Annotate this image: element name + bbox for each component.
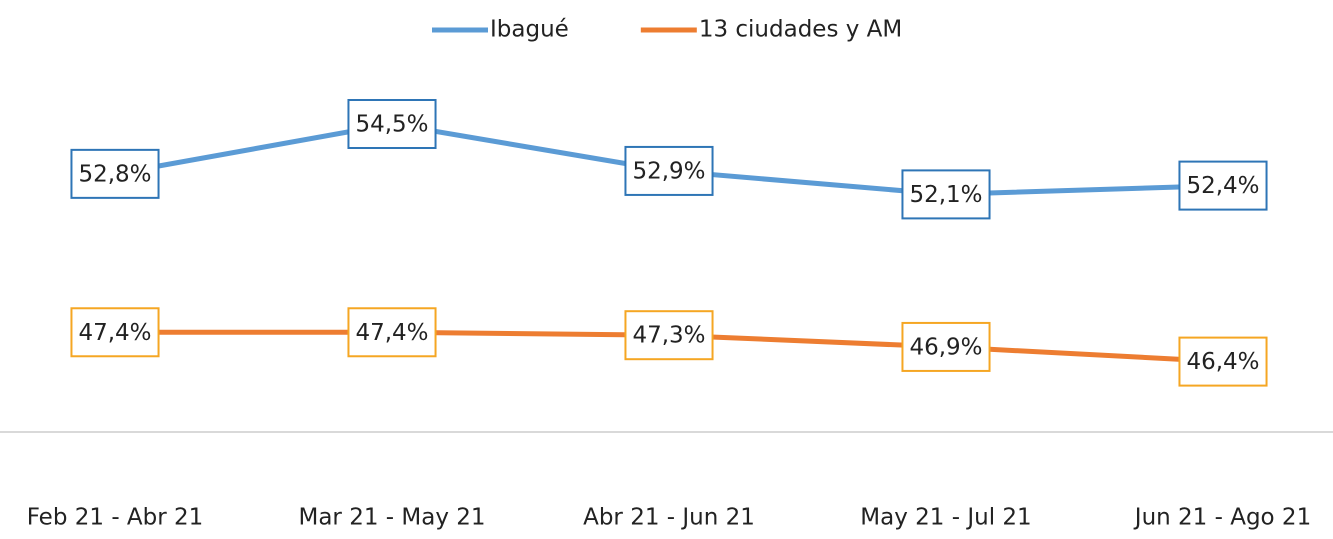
data-label-text: 47,3% xyxy=(632,323,705,349)
data-label-text: 46,4% xyxy=(1186,349,1259,375)
data-label-box xyxy=(624,145,714,196)
data-label: 46,9% xyxy=(901,321,991,372)
data-label-box xyxy=(901,321,991,372)
data-label-box xyxy=(347,307,437,358)
data-label-text: 46,9% xyxy=(909,334,982,360)
data-label: 47,3% xyxy=(624,310,714,361)
data-label-box xyxy=(1178,160,1268,211)
x-tick-label: Abr 21 - Jun 21 xyxy=(583,505,755,531)
data-label-box xyxy=(624,310,714,361)
legend-label: Ibagué xyxy=(490,17,569,43)
data-label: 52,1% xyxy=(901,169,991,220)
data-label: 52,9% xyxy=(624,145,714,196)
x-tick-label: Feb 21 - Abr 21 xyxy=(27,505,204,531)
data-label-text: 47,4% xyxy=(78,320,151,346)
legend-label: 13 ciudades y AM xyxy=(699,17,902,43)
data-label-box xyxy=(347,99,437,149)
data-label-text: 52,9% xyxy=(632,158,705,184)
data-label: 54,5% xyxy=(347,99,437,149)
data-label-text: 47,4% xyxy=(355,320,428,346)
data-label-box xyxy=(1178,336,1268,387)
data-label-text: 54,5% xyxy=(355,112,428,138)
data-label-text: 52,4% xyxy=(1186,173,1259,199)
x-tick-label: May 21 - Jul 21 xyxy=(860,505,1031,531)
data-label-box xyxy=(70,148,160,199)
data-label-text: 52,8% xyxy=(78,161,151,187)
data-label: 46,4% xyxy=(1178,336,1268,387)
data-label-box xyxy=(70,307,160,358)
data-label-text: 52,1% xyxy=(909,182,982,208)
data-label: 52,4% xyxy=(1178,160,1268,211)
data-label: 47,4% xyxy=(70,307,160,358)
data-label: 52,8% xyxy=(70,148,160,199)
data-label-box xyxy=(901,169,991,220)
x-tick-label: Jun 21 - Ago 21 xyxy=(1133,505,1311,531)
data-label: 47,4% xyxy=(347,307,437,358)
x-tick-label: Mar 21 - May 21 xyxy=(298,505,485,531)
